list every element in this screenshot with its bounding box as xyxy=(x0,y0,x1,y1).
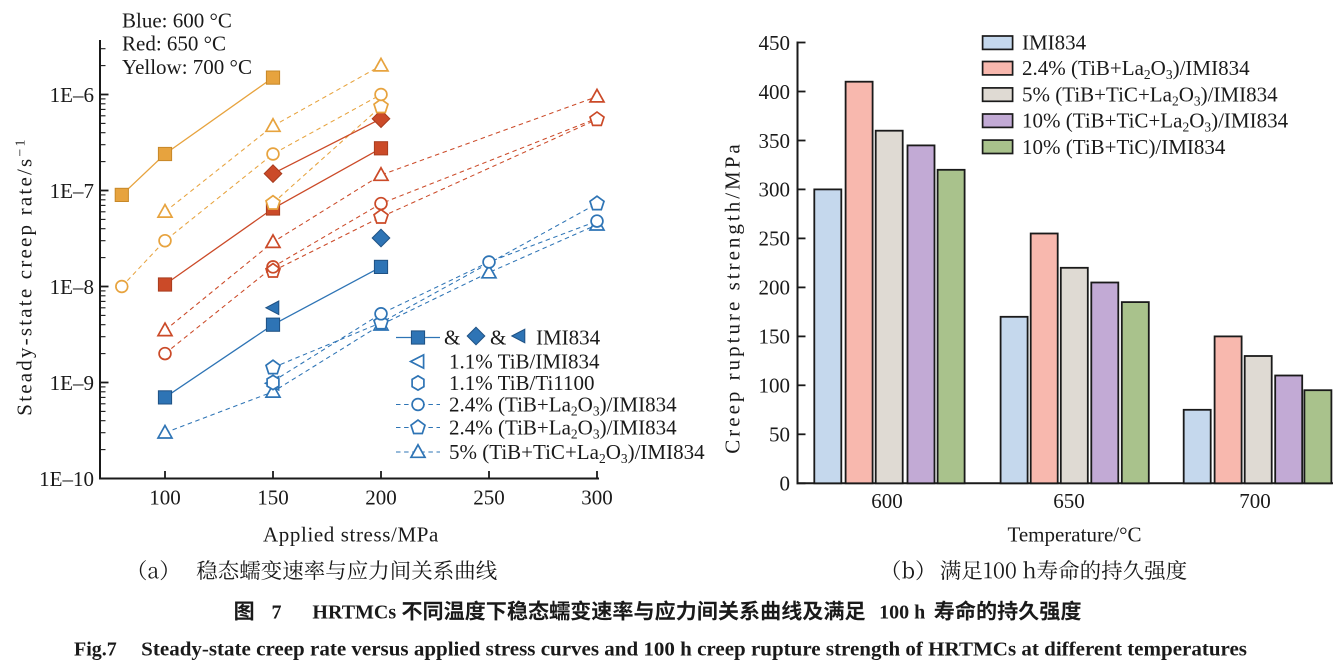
svg-text:150: 150 xyxy=(759,325,791,349)
svg-text:50: 50 xyxy=(769,423,790,447)
svg-text:Steady-state creep rate versus: Steady-state creep rate versus applied s… xyxy=(141,639,1247,661)
svg-text:1.1% TiB/Ti1100: 1.1% TiB/Ti1100 xyxy=(449,371,595,395)
svg-text:250: 250 xyxy=(473,486,505,510)
svg-text:200: 200 xyxy=(365,486,397,510)
svg-text:&: & xyxy=(490,326,506,350)
svg-text:1E–7: 1E–7 xyxy=(50,179,94,203)
svg-text:700: 700 xyxy=(1239,489,1271,513)
svg-text:&: & xyxy=(444,326,460,350)
svg-text:100 h: 100 h xyxy=(879,602,925,624)
svg-text:1.1% TiB/IMI834: 1.1% TiB/IMI834 xyxy=(449,350,600,374)
svg-text:Steady-state creep rate/s−1: Steady-state creep rate/s−1 xyxy=(13,137,37,415)
svg-text:Yellow: 700 °C: Yellow: 700 °C xyxy=(122,55,252,79)
svg-text:2.4% (TiB+La2O3)/IMI834: 2.4% (TiB+La2O3)/IMI834 xyxy=(1022,56,1250,82)
svg-text:300: 300 xyxy=(759,178,791,202)
svg-text:Red: 650 °C: Red: 650 °C xyxy=(122,32,226,56)
svg-text:IMI834: IMI834 xyxy=(1022,31,1087,55)
svg-text:1E–10: 1E–10 xyxy=(39,467,94,491)
svg-text:0: 0 xyxy=(780,472,791,496)
svg-text:650: 650 xyxy=(1053,489,1085,513)
svg-text:Creep rupture strength/MPa: Creep rupture strength/MPa xyxy=(721,141,745,453)
svg-text:1E–8: 1E–8 xyxy=(50,275,94,299)
svg-text:Blue: 600 °C: Blue: 600 °C xyxy=(122,9,232,33)
svg-text:10% (TiB+TiC+La2O3)/IMI834: 10% (TiB+TiC+La2O3)/IMI834 xyxy=(1022,109,1289,135)
svg-text:10% (TiB+TiC)/IMI834: 10% (TiB+TiC)/IMI834 xyxy=(1022,135,1226,159)
svg-text:IMI834: IMI834 xyxy=(536,326,601,350)
svg-text:450: 450 xyxy=(759,31,791,55)
svg-text:Applied stress/MPa: Applied stress/MPa xyxy=(263,523,439,547)
svg-text:1E–9: 1E–9 xyxy=(50,371,94,395)
svg-text:Fig.7: Fig.7 xyxy=(74,639,117,661)
svg-text:300: 300 xyxy=(581,486,613,510)
svg-text:350: 350 xyxy=(759,129,791,153)
svg-text:250: 250 xyxy=(759,227,791,251)
svg-text:1E–6: 1E–6 xyxy=(50,83,94,107)
svg-text:5% (TiB+TiC+La2O3)/IMI834: 5% (TiB+TiC+La2O3)/IMI834 xyxy=(1022,83,1278,109)
svg-text:7: 7 xyxy=(272,602,282,624)
svg-text:2.4% (TiB+La2O3)/IMI834: 2.4% (TiB+La2O3)/IMI834 xyxy=(449,393,677,419)
svg-text:600: 600 xyxy=(871,489,903,513)
svg-text:2.4% (TiB+La2O3)/IMI834: 2.4% (TiB+La2O3)/IMI834 xyxy=(449,416,677,442)
svg-text:400: 400 xyxy=(759,80,791,104)
svg-text:200: 200 xyxy=(759,276,791,300)
svg-text:Temperature/°C: Temperature/°C xyxy=(1007,523,1141,547)
svg-text:HRTMCs: HRTMCs xyxy=(312,602,396,624)
svg-text:5% (TiB+TiC+La2O3)/IMI834: 5% (TiB+TiC+La2O3)/IMI834 xyxy=(449,440,705,466)
svg-text:100: 100 xyxy=(759,374,791,398)
svg-text:150: 150 xyxy=(257,486,289,510)
svg-text:100: 100 xyxy=(149,486,181,510)
